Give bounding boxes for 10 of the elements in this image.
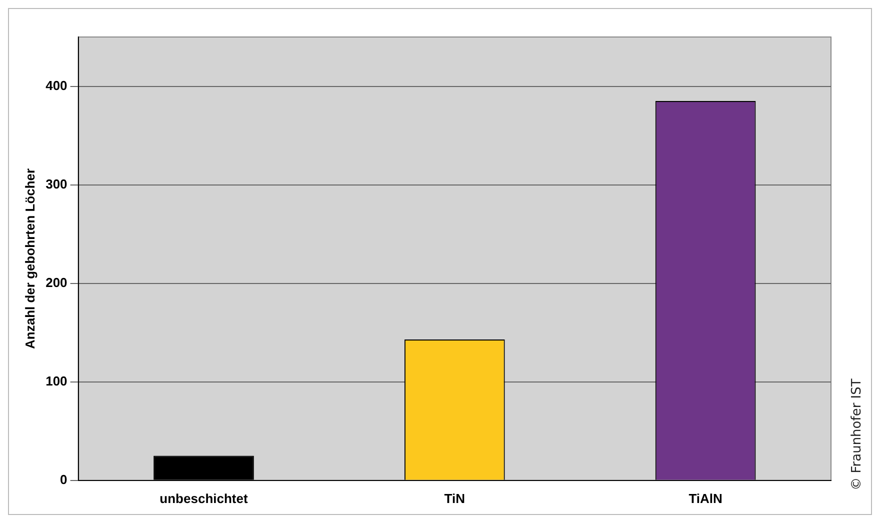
y-tick-label: 400: [46, 78, 68, 93]
y-tick-label: 0: [60, 472, 68, 487]
y-tick-label: 200: [46, 274, 68, 290]
x-tick-label: unbeschichtet: [160, 490, 248, 506]
x-tick-label: TiN: [444, 490, 466, 506]
y-tick-label: 300: [46, 176, 68, 192]
y-tick-label: 100: [46, 373, 68, 388]
x-tick-label: TiAlN: [688, 490, 722, 506]
y-axis-title: Anzahl der gebohrten Löcher: [22, 168, 38, 349]
text: © Fraunhofer IST: [849, 378, 864, 490]
